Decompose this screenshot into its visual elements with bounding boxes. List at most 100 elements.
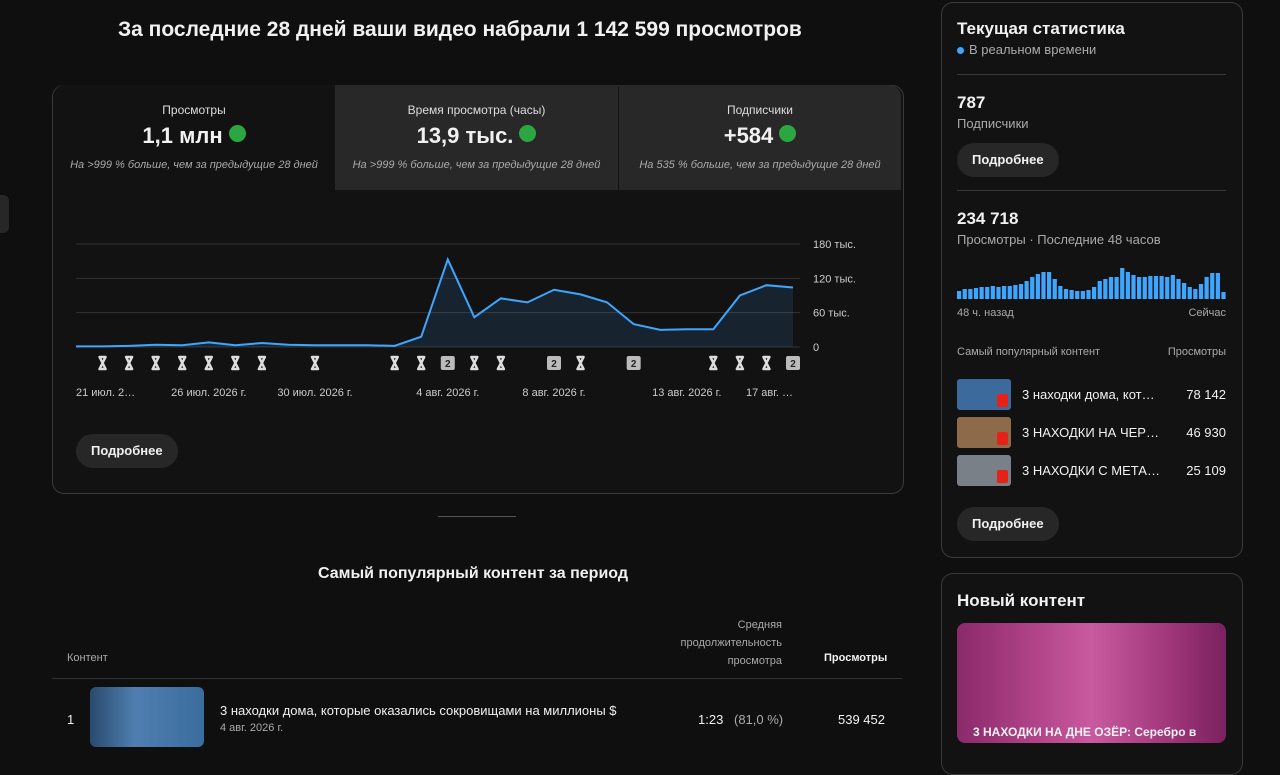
bar: [1182, 283, 1187, 299]
bar: [1187, 287, 1192, 299]
metric-tab[interactable]: Подписчики +584 На 535 % больше, чем за пр…: [619, 85, 901, 190]
bar: [962, 289, 967, 299]
y-tick-label: 0: [813, 342, 819, 354]
metric-note: На >999 % больше, чем за предыдущие 28 д…: [70, 159, 318, 171]
bar: [1148, 276, 1153, 299]
upload-badge: [626, 356, 641, 370]
bar: [985, 287, 990, 299]
item-title[interactable]: 3 НАХОДКИ С МЕТА…: [1022, 463, 1160, 478]
upload-badge: [786, 356, 800, 370]
shorts-icon: [997, 470, 1008, 483]
y-tick-label: 120 тыс.: [813, 273, 856, 285]
subscribers-label: Подписчики: [957, 116, 1029, 131]
bar: [1007, 286, 1012, 299]
axis-start: 48 ч. назад: [957, 307, 1014, 319]
views-label: Просмотры · Последние 48 часов: [957, 232, 1161, 247]
page-title: За последние 28 дней ваши видео набрали …: [118, 18, 802, 41]
shorts-icon: [177, 355, 187, 371]
bar: [1013, 285, 1018, 299]
views: 539 452: [838, 712, 885, 727]
bar: [1131, 275, 1136, 299]
x-tick-label: 13 авг. 2026 г.: [652, 387, 721, 399]
bar: [1058, 286, 1063, 299]
bar: [1204, 277, 1209, 299]
bar: [1193, 289, 1198, 299]
bar: [1215, 273, 1220, 299]
divider: [957, 190, 1226, 191]
metric-tab[interactable]: Просмотры 1,1 млн На >999 % больше, чем за…: [53, 85, 335, 190]
views-total: 234 718: [957, 209, 1019, 228]
metric-value: 13,9 тыс.: [416, 123, 514, 148]
bar: [1052, 279, 1057, 299]
bar: [1176, 279, 1181, 299]
list-column: Просмотры: [1167, 346, 1226, 358]
thumbnail[interactable]: [90, 687, 204, 747]
upload-badge: [547, 356, 561, 370]
details-button[interactable]: Подробнее: [957, 143, 1059, 177]
bar: [973, 288, 979, 299]
shorts-icon: [204, 355, 214, 371]
chart: 0 60 тыс. 120 тыс. 180 тыс. 21 июл. 2… 26 июл…: [76, 239, 856, 399]
upload-badge: [440, 356, 455, 370]
sparkline: [957, 268, 1226, 299]
area: [76, 259, 793, 347]
bar: [957, 291, 962, 299]
column-header: Просмотры: [824, 652, 888, 664]
shorts-icon: [762, 355, 771, 371]
x-tick-label: 21 июл. 2…: [76, 387, 135, 399]
shorts-icon: [310, 355, 320, 371]
metric-label: Просмотры: [162, 103, 226, 117]
bar: [1069, 290, 1074, 299]
card-title: Новый контент: [957, 591, 1086, 610]
shorts-icon: [231, 355, 240, 371]
bar: [1047, 272, 1052, 299]
details-button[interactable]: Подробнее: [76, 434, 178, 468]
bar: [1142, 277, 1147, 299]
item-views: 25 109: [1186, 463, 1226, 478]
duration-percent: (81,0 %): [734, 712, 784, 727]
shorts-icon: [470, 355, 479, 371]
rank: 1: [67, 712, 75, 727]
page: За последние 28 дней ваши видео набрали …: [0, 2, 1243, 775]
shorts-icon: [709, 355, 718, 371]
bar: [1103, 279, 1108, 299]
item-title[interactable]: 3 находки дома, кот…: [1022, 387, 1155, 402]
metric-tab[interactable]: Время просмотра (часы) 13,9 тыс. На >999 %…: [335, 85, 618, 190]
divider: [957, 74, 1226, 75]
shorts-icon: [257, 355, 267, 371]
list-title: Самый популярный контент: [957, 346, 1101, 358]
x-tick-label: 17 авг. …: [746, 387, 793, 399]
x-tick-label: 4 авг. 2026 г.: [416, 387, 479, 399]
x-tick-label: 30 июл. 2026 г.: [277, 387, 352, 399]
shorts-icon: [496, 355, 506, 371]
item-title[interactable]: 3 НАХОДКИ НА ЧЕР…: [1022, 425, 1159, 440]
bar: [990, 286, 995, 299]
metric-label: Время просмотра (часы): [407, 103, 546, 117]
side-tab[interactable]: [0, 195, 9, 233]
thumbnail[interactable]: [957, 417, 1011, 448]
bar: [1165, 277, 1170, 299]
bar: [1210, 273, 1215, 299]
bar: [1198, 284, 1204, 299]
thumbnail[interactable]: 3 НАХОДКИ НА ДНЕ ОЗЁР: Серебро в: [957, 623, 1226, 743]
bar: [1097, 281, 1102, 299]
bar: [979, 287, 984, 299]
upload-badge-count: 2: [631, 359, 637, 370]
metric-label: Подписчики: [726, 103, 793, 117]
metric-note: На >999 % больше, чем за предыдущие 28 д…: [352, 159, 601, 171]
thumbnail[interactable]: [957, 455, 1011, 486]
bar: [1120, 268, 1125, 299]
section-title: Самый популярный контент за период: [318, 565, 628, 582]
y-tick-label: 180 тыс.: [813, 239, 856, 251]
live-dot: [957, 47, 964, 54]
bar: [1041, 272, 1046, 299]
duration: 1:23: [698, 712, 724, 727]
axis-end: Сейчас: [1188, 307, 1226, 319]
thumbnail[interactable]: [957, 379, 1011, 410]
divider: [438, 516, 516, 517]
details-button[interactable]: Подробнее: [957, 507, 1059, 541]
video-title[interactable]: 3 находки дома, которые оказались сокров…: [220, 703, 617, 718]
bar: [1137, 277, 1142, 299]
column-header: Контент: [67, 652, 108, 664]
shorts-icon: [997, 394, 1008, 407]
